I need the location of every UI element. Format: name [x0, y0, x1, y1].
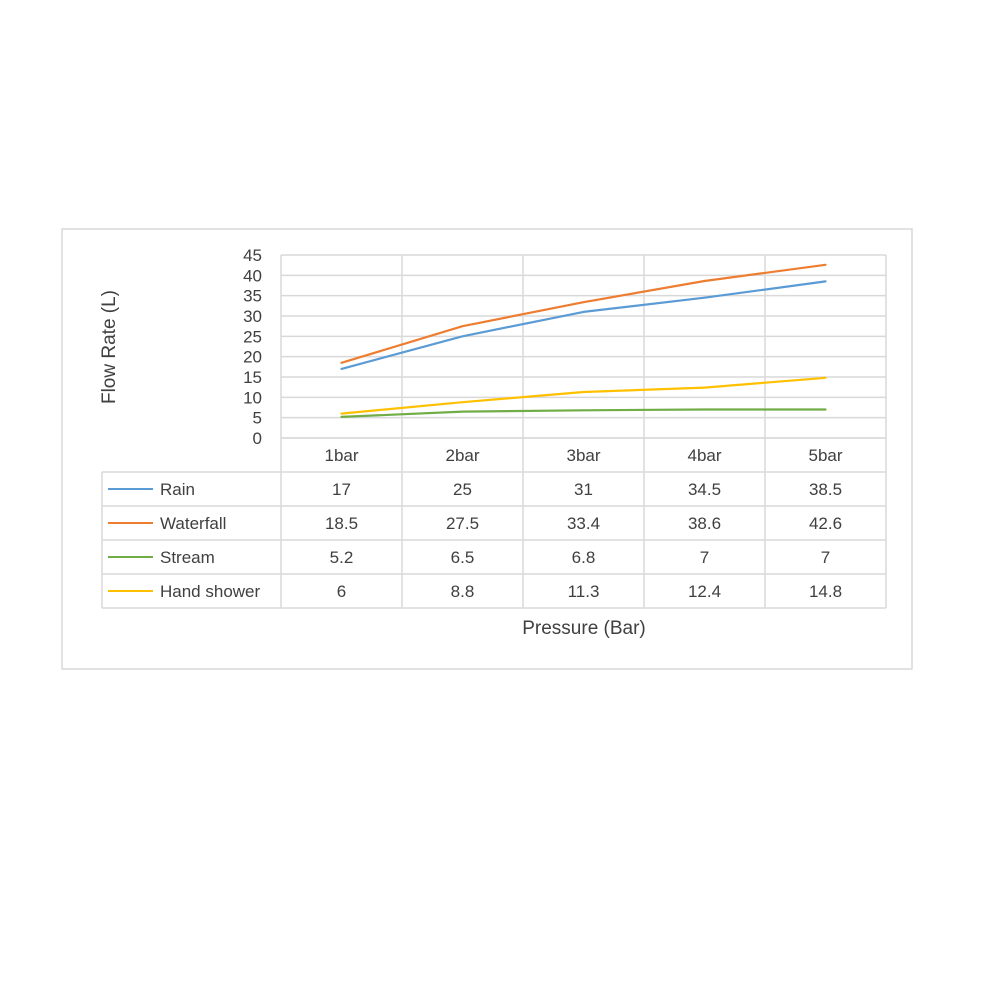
data-label: 31: [574, 480, 593, 499]
series-line: [340, 408, 827, 418]
series-line: [340, 263, 827, 364]
data-label: 38.5: [809, 480, 842, 499]
series-line: [340, 280, 827, 370]
y-tick-label: 10: [243, 388, 262, 407]
data-label: 8.8: [451, 582, 475, 601]
legend-label: Rain: [160, 480, 195, 499]
legend-label: Waterfall: [160, 514, 226, 533]
y-tick-label: 40: [243, 266, 262, 285]
y-tick-label: 0: [253, 429, 262, 448]
data-label: 17: [332, 480, 351, 499]
plot-lines: [340, 263, 827, 418]
legend-label: Stream: [160, 548, 215, 567]
x-tick-label: 1bar: [324, 446, 358, 465]
y-tick-label: 35: [243, 287, 262, 306]
x-tick-label: 3bar: [566, 446, 600, 465]
series-line: [340, 376, 827, 415]
data-table: 1bar 2bar 3bar 4bar 5bar Rain 17 25 31 34.5 38.5 Wa…: [101, 437, 887, 609]
data-label: 7: [700, 548, 709, 567]
data-label: 11.3: [568, 582, 600, 601]
data-label: 6.8: [572, 548, 596, 567]
legend-label: Hand shower: [160, 582, 261, 601]
chart-frame: [61, 228, 913, 670]
data-label: 6: [337, 582, 346, 601]
y-tick-label: 5: [253, 409, 262, 428]
y-tick-label: 20: [243, 348, 262, 367]
data-label: 25: [453, 480, 472, 499]
x-tick-label: 2bar: [445, 446, 479, 465]
y-tick-label: 45: [243, 246, 262, 265]
data-label: 18.5: [325, 514, 358, 533]
data-label: 27.5: [446, 514, 479, 533]
data-label: 12.4: [688, 582, 721, 601]
y-tick-label: 25: [243, 327, 262, 346]
data-label: 6.5: [451, 548, 475, 567]
x-tick-label: 5bar: [808, 446, 842, 465]
y-tick-label: 30: [243, 307, 262, 326]
x-axis-label: Pressure (Bar): [522, 618, 646, 639]
x-tick-label: 4bar: [687, 446, 721, 465]
data-label: 38.6: [688, 514, 721, 533]
y-tick-label: 15: [243, 368, 262, 387]
data-label: 42.6: [809, 514, 842, 533]
data-label: 7: [821, 548, 830, 567]
data-label: 14.8: [809, 582, 842, 601]
data-label: 5.2: [330, 548, 354, 567]
data-label: 34.5: [688, 480, 721, 499]
y-axis-label: Flow Rate (L): [99, 290, 120, 404]
data-label: 33.4: [567, 514, 600, 533]
